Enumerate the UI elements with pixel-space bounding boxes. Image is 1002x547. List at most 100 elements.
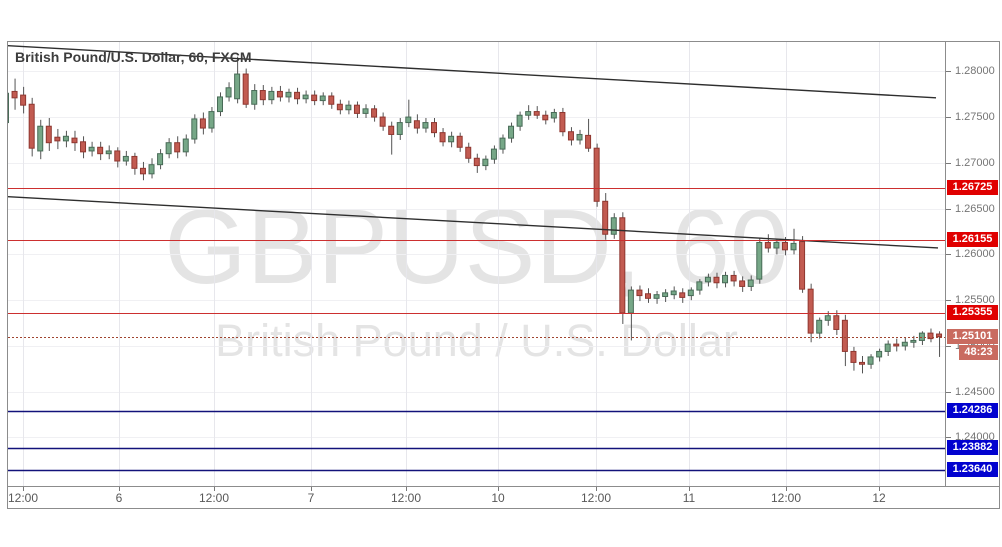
candle <box>225 82 232 102</box>
candle <box>80 136 87 159</box>
candle <box>636 285 643 302</box>
candle <box>730 270 737 287</box>
candle <box>448 131 455 148</box>
candle <box>893 338 900 352</box>
candle <box>696 279 703 295</box>
time-tick <box>119 487 120 491</box>
candle <box>45 117 52 151</box>
candle <box>850 346 857 371</box>
trendlines[interactable] <box>8 44 939 249</box>
candle <box>927 328 934 343</box>
resistance-price-badge: 1.26155 <box>947 232 998 247</box>
candle <box>208 106 215 133</box>
candle <box>8 92 9 124</box>
candle <box>739 276 746 292</box>
candle <box>456 132 463 152</box>
chart-widget: GBPUSD, 60 British Pound / U.S. Dollar B… <box>7 41 1000 509</box>
candle <box>773 238 780 255</box>
price-tick <box>946 437 951 438</box>
candle <box>936 331 943 357</box>
candle <box>722 271 729 288</box>
candle <box>131 152 138 175</box>
candle <box>62 130 69 148</box>
candle <box>816 317 823 339</box>
price-tick-label: 1.24500 <box>955 386 995 398</box>
candle <box>97 141 104 161</box>
time-tick-label: 12:00 <box>770 491 802 505</box>
candle <box>302 90 309 104</box>
time-tick <box>311 487 312 491</box>
candle <box>645 288 651 303</box>
candle <box>790 228 797 255</box>
support-price-badge: 1.23882 <box>947 440 998 455</box>
candle <box>653 291 660 304</box>
candle <box>439 128 446 147</box>
candle <box>764 234 771 253</box>
candle <box>662 289 669 302</box>
price-tick <box>946 209 951 210</box>
candle <box>328 92 335 109</box>
candle <box>525 105 532 120</box>
price-tick <box>946 71 951 72</box>
candle-series <box>8 56 943 374</box>
candle <box>576 129 583 145</box>
candle <box>704 273 711 287</box>
candle <box>559 107 566 137</box>
resistance-price-badge: 1.25355 <box>947 305 998 320</box>
time-tick-label: 12:00 <box>7 491 39 505</box>
candle <box>191 114 198 144</box>
support-price-badge: 1.23640 <box>947 462 998 477</box>
level-lines[interactable] <box>8 188 945 472</box>
price-tick-label: 1.26000 <box>955 248 995 260</box>
candle <box>388 121 395 155</box>
candle <box>867 354 874 369</box>
candle <box>687 287 694 301</box>
price-tick <box>946 163 951 164</box>
current-price-badge: 1.25101 <box>947 329 998 344</box>
candle <box>901 337 908 351</box>
candle <box>490 145 497 164</box>
price-tick-label: 1.28000 <box>955 65 995 77</box>
time-tick-label: 6 <box>115 491 123 505</box>
candle <box>242 68 249 108</box>
candle <box>918 331 925 346</box>
candle <box>473 153 480 173</box>
time-axis[interactable]: 12:00 6 12:00 7 12:00 10 12:00 11 12:00 12 <box>8 486 999 508</box>
candle <box>876 348 883 362</box>
candle <box>593 143 600 207</box>
price-tick-label: 1.25500 <box>955 294 995 306</box>
candle <box>319 92 326 106</box>
candle <box>550 108 557 123</box>
candle <box>336 99 343 115</box>
resistance-price-badge: 1.26725 <box>947 180 998 195</box>
candle <box>619 212 626 324</box>
candle <box>508 122 515 143</box>
candle <box>268 86 275 105</box>
candle <box>670 286 677 300</box>
candle <box>311 90 318 106</box>
time-tick <box>406 487 407 491</box>
candle <box>54 128 61 150</box>
time-tick <box>879 487 880 491</box>
candle <box>482 155 489 171</box>
time-tick-label: 10 <box>491 491 505 505</box>
candle <box>259 85 266 106</box>
candle <box>105 145 112 160</box>
candle <box>371 105 378 122</box>
candle <box>713 272 720 289</box>
price-tick-label: 1.27000 <box>955 157 995 169</box>
candle <box>679 288 686 303</box>
candle <box>276 85 283 102</box>
time-tick-label: 12 <box>872 491 886 505</box>
candle <box>807 283 814 343</box>
candle <box>139 161 146 181</box>
candle <box>756 237 763 284</box>
candle <box>199 112 206 135</box>
time-tick <box>498 487 499 491</box>
candle <box>610 213 617 239</box>
price-axis[interactable]: 1.28000 1.27500 1.27000 1.26500 1.26000 1.255… <box>945 42 999 486</box>
candle <box>585 118 592 152</box>
candle <box>285 88 292 103</box>
chart-canvas[interactable] <box>8 42 945 486</box>
